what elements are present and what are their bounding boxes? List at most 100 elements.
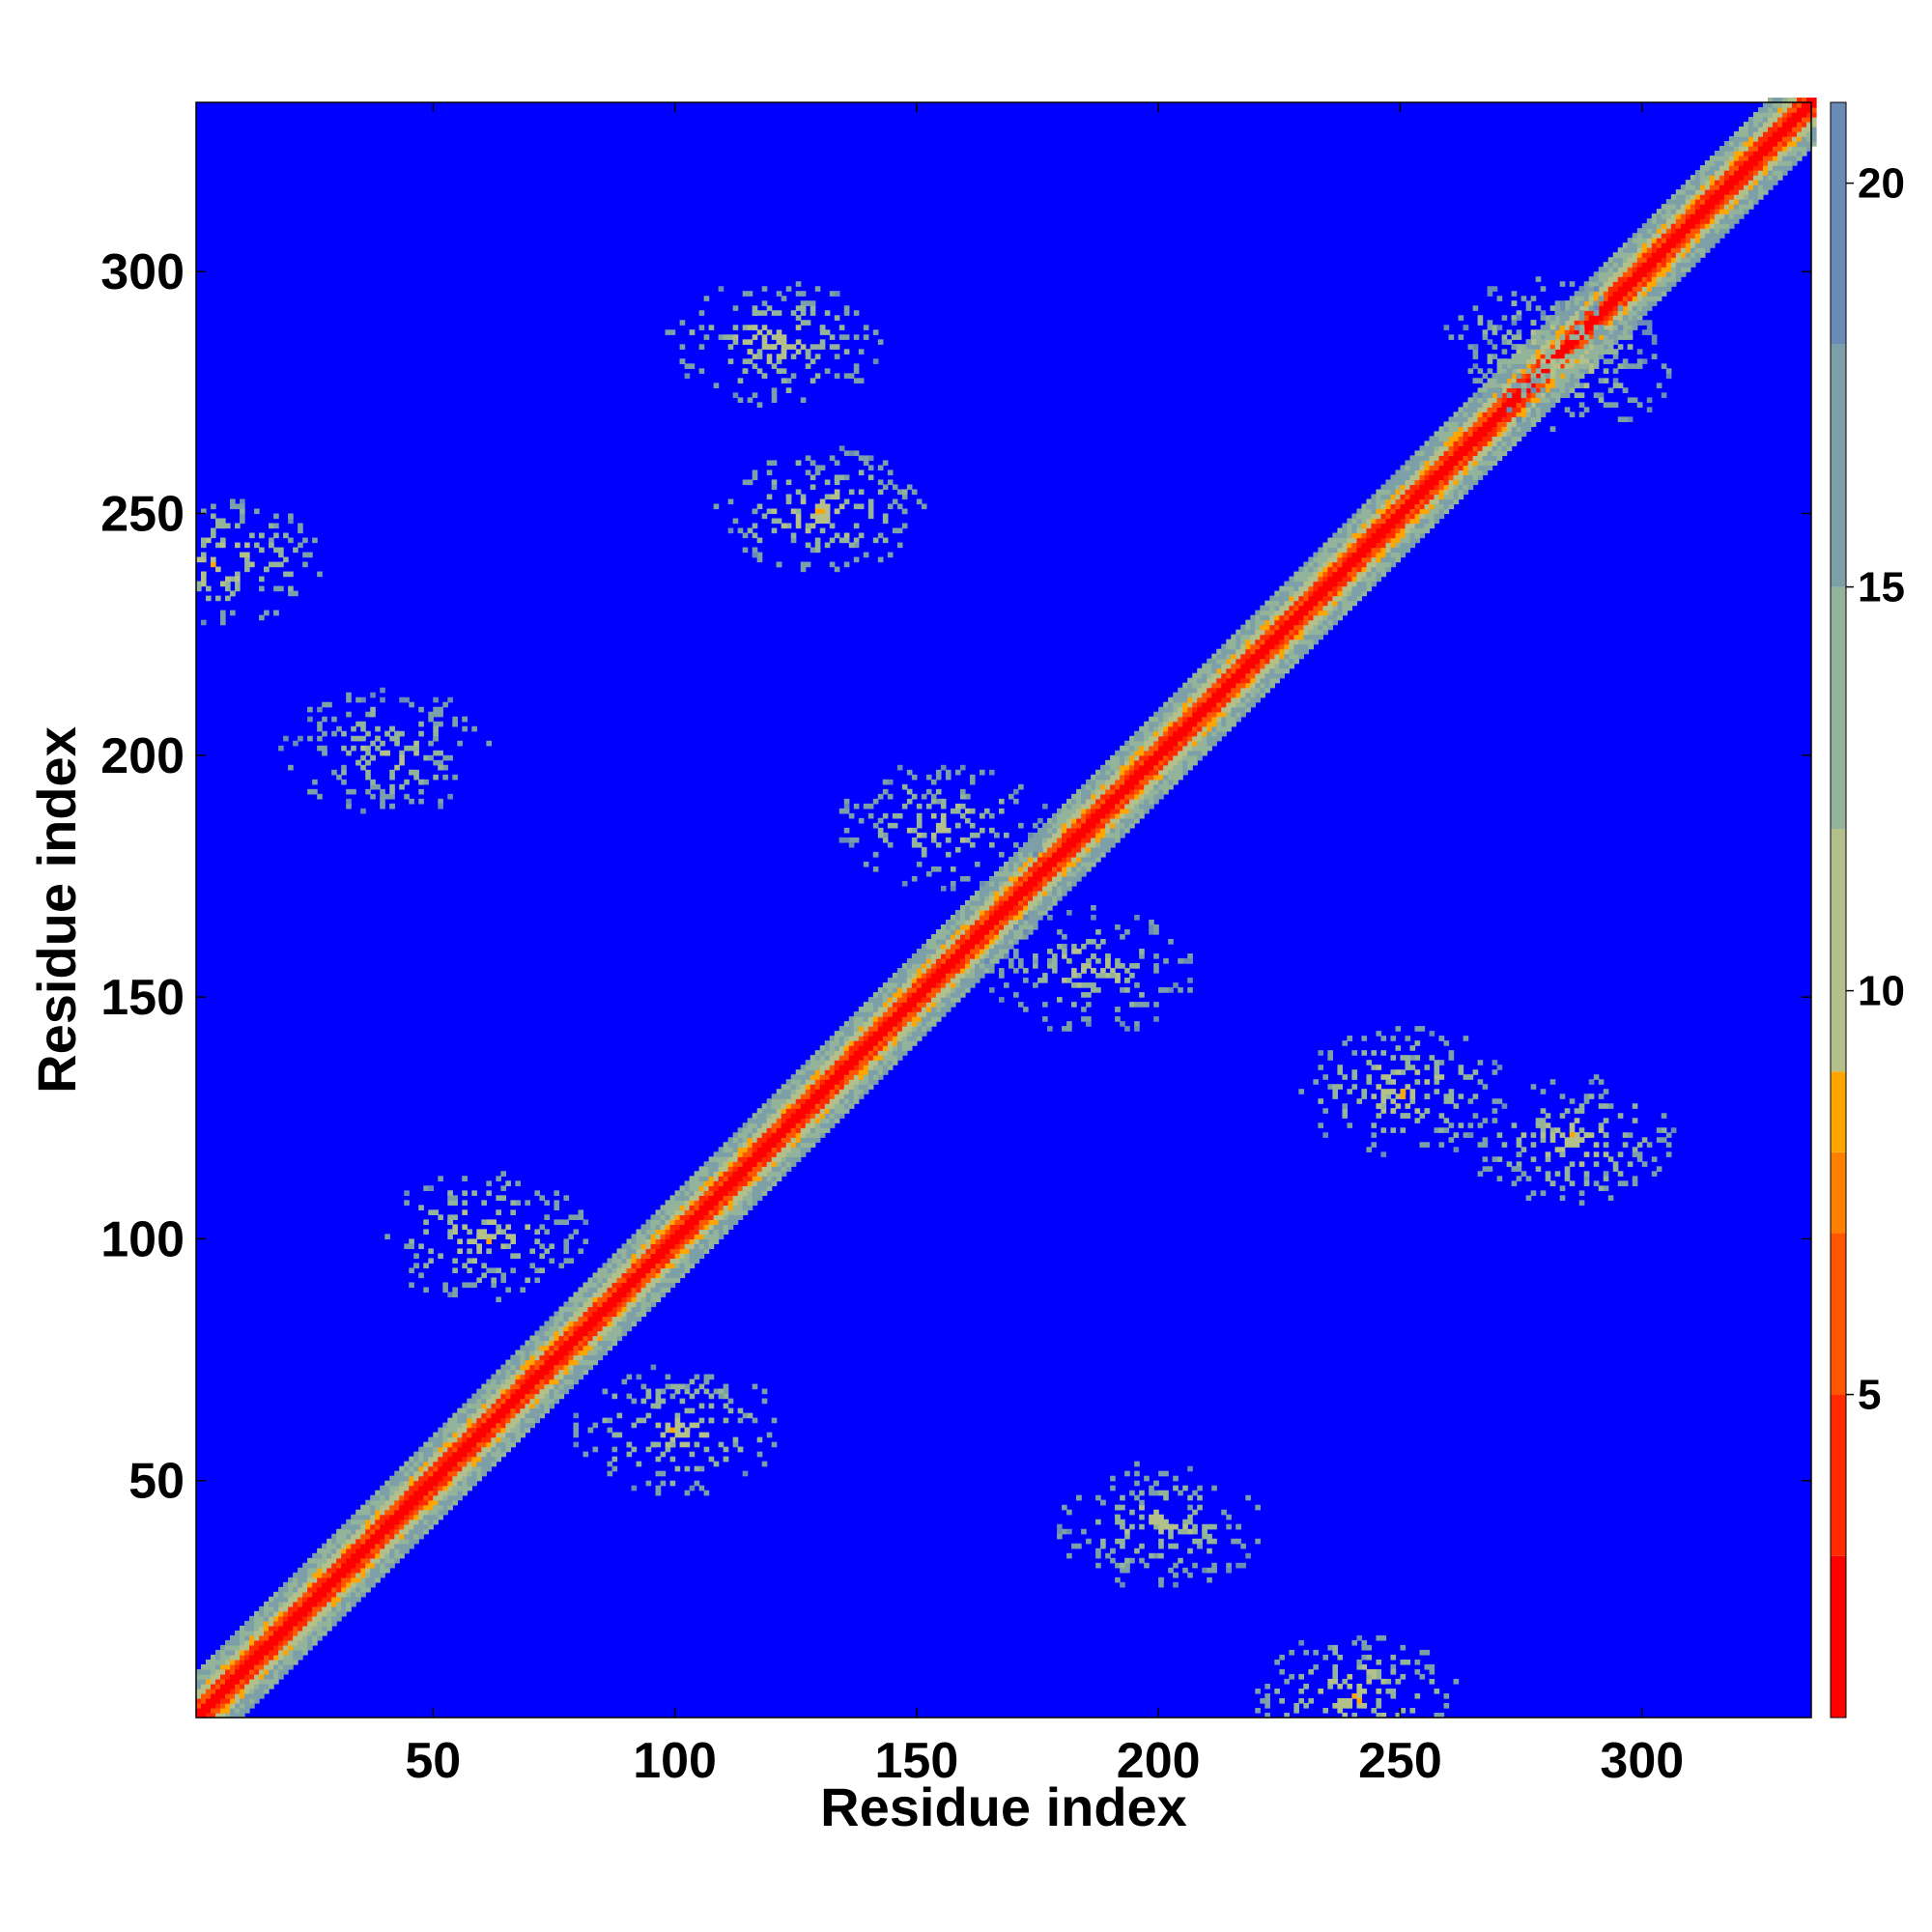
heatmap-cell xyxy=(413,1451,419,1458)
heatmap-cell xyxy=(930,1002,937,1008)
heatmap-cell xyxy=(1071,846,1077,853)
heatmap-cell xyxy=(1322,556,1329,563)
heatmap-cell xyxy=(563,1374,570,1380)
heatmap-cell xyxy=(1202,716,1208,723)
heatmap-cell xyxy=(805,1118,811,1123)
heatmap-cell xyxy=(510,1374,516,1380)
heatmap-cell xyxy=(1163,779,1169,785)
heatmap-cell xyxy=(1245,619,1251,626)
heatmap-cell xyxy=(399,1490,405,1496)
heatmap-cell xyxy=(1347,542,1353,549)
heatmap-cell xyxy=(510,1412,516,1419)
heatmap-cell xyxy=(442,1480,448,1487)
heatmap-cell xyxy=(892,987,898,993)
heatmap-cell xyxy=(1380,537,1387,544)
heatmap-cell xyxy=(1414,527,1421,534)
heatmap-cell xyxy=(312,1596,318,1603)
heatmap-cell xyxy=(655,1214,662,1220)
heatmap-cell xyxy=(1463,455,1469,462)
heatmap-cell xyxy=(1264,668,1270,674)
heatmap-cell xyxy=(307,1610,313,1617)
heatmap-cell xyxy=(1081,803,1087,810)
heatmap-cell xyxy=(819,1069,826,1075)
heatmap-cell xyxy=(1144,730,1150,737)
heatmap-cell xyxy=(433,1485,439,1492)
heatmap-cell xyxy=(404,1494,410,1501)
heatmap-cell xyxy=(249,1678,255,1685)
heatmap-cell xyxy=(756,1180,763,1186)
heatmap-cell xyxy=(1419,527,1426,534)
heatmap-cell xyxy=(713,1224,720,1230)
heatmap-cell xyxy=(278,1601,284,1607)
heatmap-cell xyxy=(554,1393,560,1400)
heatmap-cell xyxy=(1129,779,1135,785)
heatmap-cell xyxy=(887,982,894,988)
heatmap-cell xyxy=(1269,668,1275,674)
heatmap-cell xyxy=(723,1171,729,1177)
heatmap-cell xyxy=(1419,445,1426,452)
heatmap-cell xyxy=(940,978,947,983)
heatmap-cell xyxy=(969,949,976,954)
heatmap-cell xyxy=(640,1311,647,1318)
heatmap-cell xyxy=(1337,614,1344,621)
heatmap-cell xyxy=(785,1156,792,1162)
heatmap-cell xyxy=(336,1615,342,1622)
heatmap-cell xyxy=(1318,561,1323,568)
heatmap-cell xyxy=(781,1089,787,1094)
heatmap-cell xyxy=(1153,716,1159,723)
heatmap-cell xyxy=(1429,455,1435,462)
heatmap-cell xyxy=(983,910,990,916)
heatmap-cell xyxy=(1303,605,1309,611)
heatmap-cell xyxy=(872,1069,879,1075)
heatmap-cell xyxy=(737,1147,744,1152)
heatmap-cell xyxy=(312,1572,318,1578)
heatmap-cell xyxy=(476,1398,482,1405)
heatmap-cell xyxy=(901,963,908,969)
heatmap-cell xyxy=(636,1301,642,1308)
heatmap-cell xyxy=(843,1050,850,1056)
heatmap-cell xyxy=(1453,450,1460,457)
heatmap-cell xyxy=(1013,870,1019,877)
heatmap-cell xyxy=(428,1485,434,1492)
heatmap-cell xyxy=(771,1142,778,1148)
heatmap-cell xyxy=(1178,759,1183,766)
heatmap-cell xyxy=(351,1548,356,1554)
heatmap-cell xyxy=(969,963,976,969)
heatmap-cell xyxy=(1337,537,1344,544)
heatmap-cell xyxy=(1221,682,1227,689)
heatmap-cell xyxy=(433,1509,439,1516)
heatmap-cell xyxy=(698,1195,705,1201)
heatmap-cell xyxy=(694,1224,700,1230)
heatmap-cell xyxy=(1221,696,1227,703)
heatmap-cell xyxy=(442,1470,448,1477)
heatmap-cell xyxy=(650,1296,657,1303)
heatmap-cell xyxy=(1385,503,1392,510)
heatmap-cell xyxy=(418,1514,424,1520)
heatmap-cell xyxy=(341,1577,347,1583)
heatmap-cell xyxy=(244,1620,250,1627)
heatmap-cell xyxy=(983,895,990,901)
heatmap-cell xyxy=(505,1441,511,1448)
heatmap-cell xyxy=(1066,866,1072,872)
heatmap-cell xyxy=(1139,779,1145,785)
heatmap-cell xyxy=(259,1678,265,1685)
heatmap-cell xyxy=(1356,581,1363,587)
heatmap-cell xyxy=(1086,798,1092,805)
heatmap-cell xyxy=(413,1538,419,1545)
heatmap-cell xyxy=(916,949,923,954)
heatmap-cell xyxy=(215,1707,221,1714)
heatmap-cell xyxy=(810,1069,816,1075)
heatmap-cell xyxy=(800,1084,807,1090)
heatmap-cell xyxy=(1351,566,1358,573)
heatmap-cell xyxy=(360,1533,366,1540)
heatmap-cell xyxy=(587,1364,594,1371)
heatmap-cell xyxy=(1207,668,1212,674)
heatmap-cell xyxy=(1052,895,1058,901)
heatmap-cell xyxy=(1018,875,1024,882)
heatmap-cell xyxy=(834,1113,840,1119)
heatmap-cell xyxy=(911,958,918,964)
heatmap-cell xyxy=(1086,832,1092,838)
heatmap-cell xyxy=(331,1615,337,1622)
heatmap-cell xyxy=(1095,827,1101,834)
heatmap-cell xyxy=(858,1016,865,1022)
